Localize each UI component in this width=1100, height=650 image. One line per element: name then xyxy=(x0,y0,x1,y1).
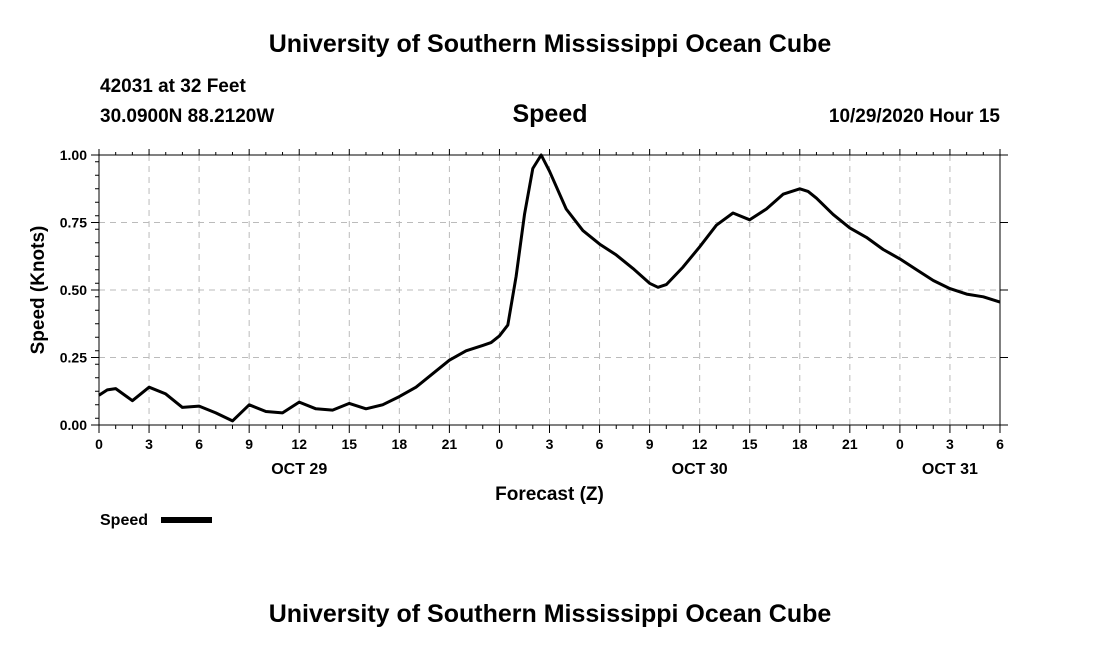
page-title-bottom: University of Southern Mississippi Ocean… xyxy=(268,600,832,628)
legend-label-speed: Speed xyxy=(100,512,148,529)
x-tick-label: 0 xyxy=(896,436,904,452)
legend: Speed xyxy=(100,512,212,529)
series-line-speed xyxy=(98,153,1001,423)
station-label: 42031 at 32 Feet xyxy=(100,76,246,97)
axis-tick-labels: 0.00 0.25 0.50 0.75 1.00 0 3 6 9 12 15 18 21 0 3 6 9 12 15… xyxy=(60,147,1004,478)
axis-ticks xyxy=(91,149,1008,433)
x-tick-label: 3 xyxy=(546,436,554,452)
x-tick-label: 21 xyxy=(442,436,458,452)
variable-title: Speed xyxy=(512,100,588,128)
y-axis-label: Speed (Knots) xyxy=(28,226,49,355)
x-tick-label: 0 xyxy=(95,436,103,452)
date-label: OCT 29 xyxy=(271,461,327,478)
x-tick-label: 3 xyxy=(145,436,153,452)
page-title-top: University of Southern Mississippi Ocean… xyxy=(268,30,832,58)
x-tick-label: 6 xyxy=(596,436,604,452)
datetime-label: 10/29/2020 Hour 15 xyxy=(828,106,1000,127)
x-tick-label: 6 xyxy=(996,436,1004,452)
date-label: OCT 31 xyxy=(922,461,978,478)
x-axis-label: Forecast (Z) xyxy=(495,484,604,505)
x-tick-label: 15 xyxy=(341,436,357,452)
date-label: OCT 30 xyxy=(672,461,728,478)
x-tick-label: 12 xyxy=(692,436,708,452)
x-tick-label: 21 xyxy=(842,436,858,452)
x-tick-label: 6 xyxy=(195,436,203,452)
y-tick-label: 0.50 xyxy=(60,282,87,298)
grid xyxy=(99,155,1000,425)
x-tick-label: 3 xyxy=(946,436,954,452)
y-tick-label: 0.00 xyxy=(60,417,87,433)
x-tick-label: 15 xyxy=(742,436,758,452)
location-label: 30.0900N 88.2120W xyxy=(100,106,275,127)
y-tick-label: 0.75 xyxy=(60,215,87,231)
y-tick-label: 0.25 xyxy=(60,350,87,366)
x-tick-label: 18 xyxy=(392,436,408,452)
speed-chart: 0.00 0.25 0.50 0.75 1.00 0 3 6 9 12 15 18 21 0 3 6 9 12 15… xyxy=(28,147,1008,529)
x-tick-label: 0 xyxy=(496,436,504,452)
y-tick-label: 1.00 xyxy=(60,147,87,163)
x-tick-label: 9 xyxy=(646,436,654,452)
x-tick-label: 18 xyxy=(792,436,808,452)
x-tick-label: 9 xyxy=(245,436,253,452)
x-tick-label: 12 xyxy=(291,436,307,452)
